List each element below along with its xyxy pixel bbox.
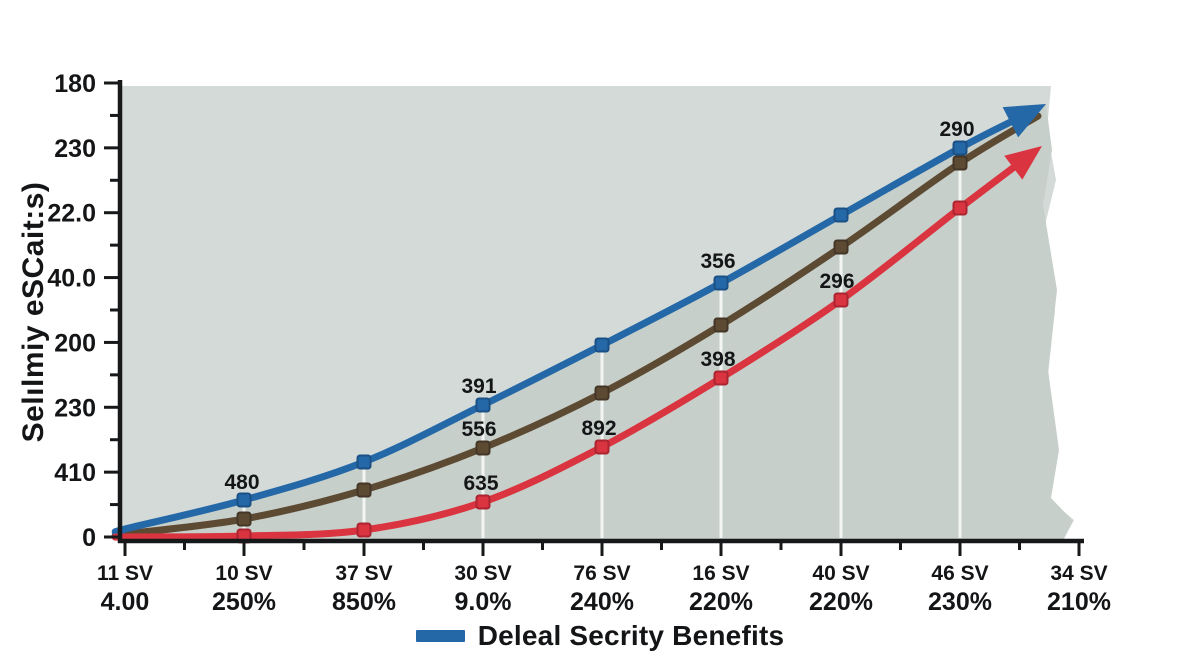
point-label: 635: [463, 472, 498, 495]
x-tick-label-bottom: 220%: [809, 588, 873, 616]
x-tick-label-top: 37 SV: [335, 562, 392, 585]
x-tick-label-bottom: 250%: [212, 588, 276, 616]
x-tick-label-top: 46 SV: [931, 562, 988, 585]
brown-line-marker: [594, 385, 610, 401]
brown-line-marker: [833, 239, 849, 255]
x-tick-label-top: 40 SV: [812, 562, 869, 585]
x-tick-label-top: 10 SV: [215, 562, 272, 585]
series-red-line: [111, 157, 1026, 541]
blue-line-marker: [713, 275, 729, 291]
red-line-marker: [594, 439, 610, 455]
red-line-marker: [713, 370, 729, 386]
blue-line-arrowhead: [1002, 104, 1046, 138]
y-tick-label: 230: [54, 394, 96, 422]
blue-line-marker: [952, 140, 968, 156]
red-line-marker: [356, 522, 372, 538]
red-line-marker: [833, 292, 849, 308]
y-tick-label: 40.0: [47, 265, 96, 293]
point-label: 892: [581, 417, 616, 440]
point-label: 398: [700, 348, 735, 371]
point-label: 356: [700, 250, 735, 273]
blue-line-marker: [833, 207, 849, 223]
x-tick-label-top: 30 SV: [454, 562, 511, 585]
y-tick-label: 230: [54, 135, 96, 163]
brown-line-marker: [236, 511, 252, 527]
point-label: 556: [461, 418, 496, 441]
x-tick-label-bottom: 230%: [928, 588, 992, 616]
brown-line-marker: [952, 155, 968, 171]
point-label: 290: [939, 118, 974, 141]
x-tick-label-bottom: 850%: [332, 588, 396, 616]
red-line-marker: [952, 200, 968, 216]
x-tick-label-bottom: 220%: [689, 588, 753, 616]
point-label: 480: [224, 471, 259, 494]
y-tick-label: 0: [82, 524, 96, 552]
x-tick-label-top: 76 SV: [573, 562, 630, 585]
y-tick-label: 180: [54, 70, 96, 98]
point-label: 296: [819, 270, 854, 293]
blue-line-marker: [236, 492, 252, 508]
x-tick-label-bottom: 9.0%: [455, 588, 512, 616]
brown-line-marker: [475, 440, 491, 456]
x-tick-label-top: 34 SV: [1050, 562, 1107, 585]
y-tick-label: 410: [54, 459, 96, 487]
red-line-arrowhead: [1004, 146, 1042, 180]
x-tick-label-bottom: 240%: [570, 588, 634, 616]
y-axis-title: Selılmiy eSCait:s): [17, 181, 50, 443]
y-tick-label: 200: [54, 329, 96, 357]
series-blue-line: [111, 113, 1025, 536]
blue-line-marker: [356, 454, 372, 470]
legend-line-swatch-icon: [415, 630, 465, 642]
brown-line-marker: [356, 482, 372, 498]
y-tick-label: 22.0: [47, 200, 96, 228]
brown-line-marker: [713, 317, 729, 333]
legend: Deleal Secrity Benefits: [0, 620, 1200, 651]
x-tick-label-bottom: 210%: [1047, 588, 1111, 616]
blue-line-marker: [594, 337, 610, 353]
x-tick-label-top: 16 SV: [692, 562, 749, 585]
blue-line-marker: [475, 397, 491, 413]
x-tick-label-bottom: 4.00: [101, 588, 150, 616]
under-curve-fill: [122, 104, 1073, 539]
series-brown-line: [111, 112, 1042, 539]
point-label: 391: [461, 375, 496, 398]
legend-label: Deleal Secrity Benefits: [477, 620, 785, 651]
x-tick-label-top: 11 SV: [97, 562, 153, 585]
red-line-marker: [475, 494, 491, 510]
